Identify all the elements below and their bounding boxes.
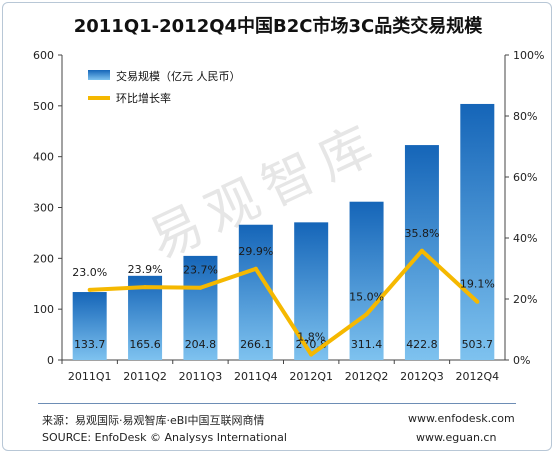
- legend-bar-swatch: [88, 70, 110, 80]
- growth-rate-point: [87, 287, 92, 292]
- bar: [460, 103, 495, 360]
- y-left-tick-label: 0: [47, 354, 54, 367]
- growth-rate-point: [364, 312, 369, 317]
- growth-rate-line: [89, 248, 479, 357]
- growth-rate-point: [253, 266, 258, 271]
- legend-bar-label: 交易规模（亿元 人民币）: [116, 69, 241, 83]
- bar-value-label: 422.8: [406, 338, 438, 351]
- growth-rate-label: 23.7%: [183, 264, 218, 277]
- growth-rate-label: 1.8%: [297, 331, 325, 344]
- y-left-tick-label: 500: [33, 100, 54, 113]
- y-right-tick-label: 100%: [513, 49, 544, 62]
- y-right-tick-label: 60%: [513, 171, 537, 184]
- y-right-tick-label: 0%: [513, 354, 530, 367]
- url-eguan: www.eguan.cn: [416, 431, 497, 444]
- y-right-tick-label: 20%: [513, 293, 537, 306]
- bar-value-label: 266.1: [240, 338, 272, 351]
- y-right-tick-label: 80%: [513, 110, 537, 123]
- bar-value-label: 503.7: [462, 338, 494, 351]
- growth-rate-label: 35.8%: [404, 227, 439, 240]
- legend-line-label: 环比增长率: [116, 91, 171, 105]
- growth-rate-label: 23.9%: [128, 263, 163, 276]
- bar-value-label: 204.8: [185, 338, 217, 351]
- footer-divider: [38, 403, 516, 404]
- y-left-tick-label: 100: [33, 303, 54, 316]
- x-tick-label: 2012Q1: [289, 370, 333, 383]
- growth-rate-point: [198, 285, 203, 290]
- growth-rate-point: [309, 352, 314, 357]
- x-tick-label: 2011Q1: [68, 370, 112, 383]
- x-tick-label: 2011Q2: [123, 370, 167, 383]
- growth-rate-label: 19.1%: [460, 278, 495, 291]
- x-tick-label: 2011Q3: [179, 370, 223, 383]
- y-left-tick-label: 300: [33, 202, 54, 215]
- y-left-tick-label: 200: [33, 252, 54, 265]
- growth-rate-label: 29.9%: [238, 245, 273, 258]
- x-tick-label: 2011Q4: [234, 370, 278, 383]
- bar: [72, 292, 107, 360]
- y-right-tick-label: 40%: [513, 232, 537, 245]
- y-left-tick-label: 600: [33, 49, 54, 62]
- source-cn: 来源：易观国际·易观智库·eBI中国互联网商情: [42, 414, 265, 427]
- bar-value-label: 165.6: [129, 338, 161, 351]
- bar: [349, 201, 384, 360]
- bar: [128, 275, 163, 360]
- bar-value-label: 133.7: [74, 338, 106, 351]
- x-tick-label: 2012Q4: [455, 370, 499, 383]
- url-enfodesk: www.enfodesk.com: [408, 412, 515, 425]
- x-tick-label: 2012Q3: [400, 370, 444, 383]
- y-left-tick-label: 400: [33, 151, 54, 164]
- growth-rate-point: [143, 285, 148, 290]
- bar-value-label: 311.4: [351, 338, 383, 351]
- growth-rate-point: [475, 299, 480, 304]
- x-tick-label: 2012Q2: [345, 370, 389, 383]
- bar: [238, 224, 273, 360]
- growth-rate-label: 23.0%: [72, 266, 107, 279]
- bar: [183, 255, 218, 360]
- growth-rate-label: 15.0%: [349, 290, 384, 303]
- source-en: SOURCE: EnfoDesk © Analysys Internationa…: [42, 431, 287, 444]
- growth-rate-point: [419, 248, 424, 253]
- chart-title: 2011Q1-2012Q4中国B2C市场3C品类交易规模: [73, 16, 483, 37]
